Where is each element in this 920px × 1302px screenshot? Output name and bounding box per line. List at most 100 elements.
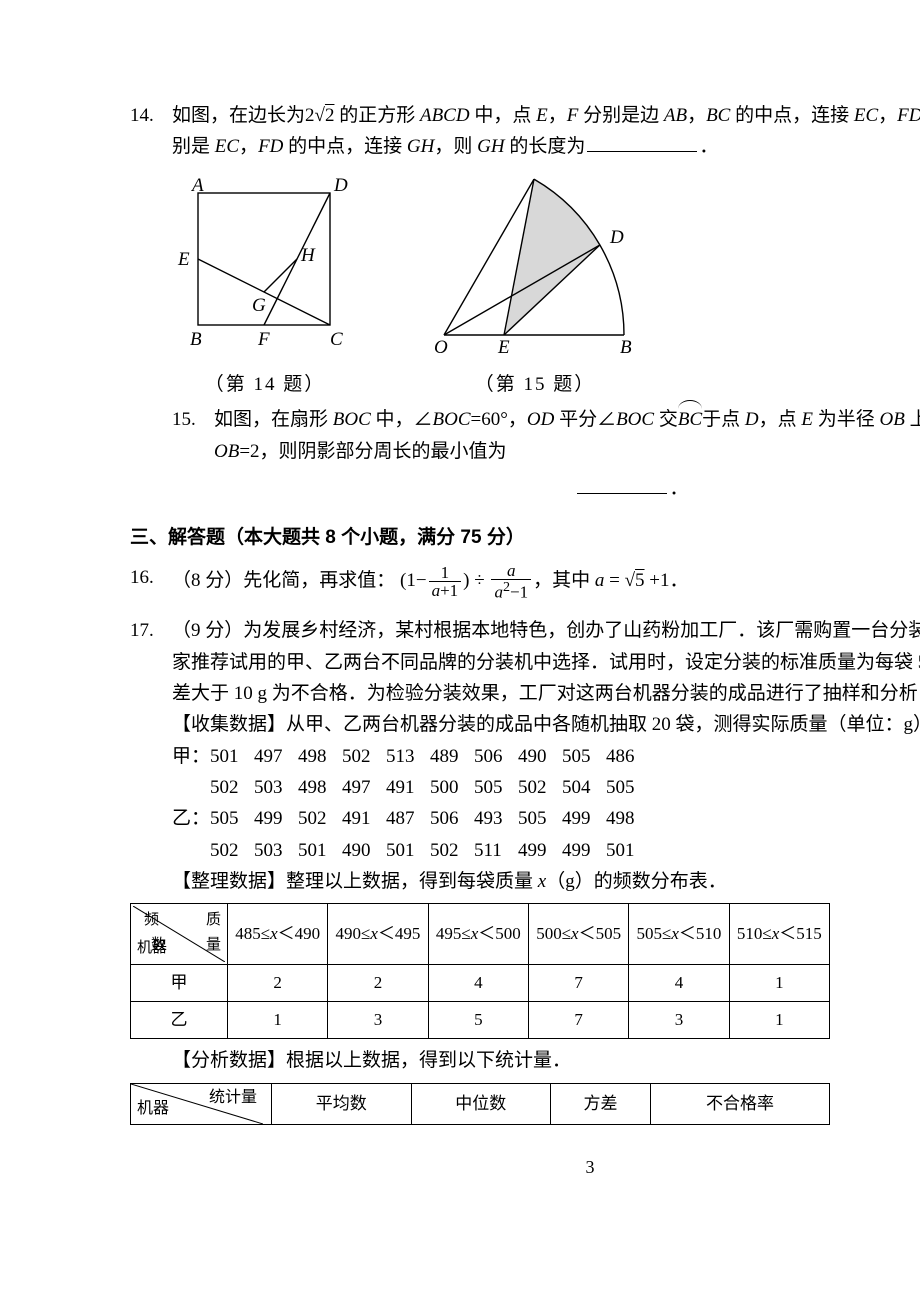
q14-c: 分别是边 [578,105,664,126]
q17-org-h: 【整理数据】 [172,871,286,892]
freq-col-4: 505≤x＜510 [629,904,729,965]
q17-yi-row2: 502503501490501502511499499501 [172,835,920,866]
q15-D: D [745,409,759,430]
q17-jia-label: 甲： [172,746,210,767]
q15-t9: 上一动点．若 [905,409,920,430]
freq-col-3: 500≤x＜505 [528,904,628,965]
q16-comma: ，其中 [533,570,595,591]
freq-r0-2: 4 [428,965,528,1002]
fig15-lblD: D [609,227,624,248]
freq-r1-5: 1 [729,1002,829,1039]
q14-GH: GH [407,136,434,157]
freq-col-5: 510≤x＜515 [729,904,829,965]
q16-period: ． [670,570,689,591]
figure-14-svg: A D E H G B F C [170,177,360,357]
q15-t4: 平分∠ [554,409,616,430]
q15-t3: =60°， [471,409,527,430]
freq-r1-0: 1 [228,1002,328,1039]
q14-GH2: GH [477,136,504,157]
freq-tr2: 量 [206,937,221,953]
fig15-lblO: O [434,337,448,357]
question-14: 14. 如图，在边长为2√2 的正方形 ABCD 中，点 E，F 分别是边 AB… [130,100,920,163]
fig15-lblB: B [620,337,632,357]
freq-col-1: 490≤x＜495 [328,904,428,965]
q17-ana-h: 【分析数据】 [172,1050,286,1071]
freq-r0-0: 2 [228,965,328,1002]
q17-pts: （9 分） [172,620,243,641]
q16-f2da: a [494,582,503,601]
fig14-lblG: G [252,295,266,316]
q16-a: a [595,570,605,591]
stats-col-2: 方差 [551,1083,651,1124]
freq-r0-label: 甲 [131,965,228,1002]
stats-diag-cell: 统计量 机器 [131,1083,272,1124]
freq-col-0: 485≤x＜490 [228,904,328,965]
q14-FD2: FD [258,136,283,157]
q16-f2db: −1 [510,582,528,601]
q15-body: 如图，在扇形 BOC 中，∠BOC=60°，OD 平分∠BOC 交BC于点 D，… [214,404,920,504]
question-16: 16. （8 分）先化简，再求值： (1−1a+1) ÷ aa2−1，其中 a … [130,562,920,602]
fig14-lblA: A [190,177,204,196]
stats-tr: 统计量 [209,1085,257,1111]
figure-15-caption: （第 15 题） [420,369,650,400]
stats-col-0: 平均数 [272,1083,412,1124]
table-row: 甲 2 2 4 7 4 1 [131,965,830,1002]
q15-arcBC: BC [678,409,702,430]
q17-org: 【整理数据】整理以上数据，得到每袋质量 x（g）的频数分布表． [172,866,920,897]
fig15-lblC: C [527,177,540,180]
q14-t: 如图，在边长为 [172,105,305,126]
q15-BOC2: BOC [433,409,471,430]
fig14-lblB: B [190,329,202,350]
freq-r0-3: 7 [528,965,628,1002]
fig14-lblC: C [330,329,343,350]
q16-f1da: a [432,581,441,600]
q14-b: 中，点 [470,105,537,126]
table-row: 统计量 机器 平均数 中位数 方差 不合格率 [131,1083,830,1124]
q14-h: ，则 [434,136,477,157]
frequency-table: 频数 质量 机器 485≤x＜490 490≤x＜495 495≤x＜500 5… [130,903,830,1039]
q16-f2n: a [491,562,531,579]
page-number: 3 [130,1153,920,1183]
question-17: 17. （9 分）为发展乡村经济，某村根据本地特色，创办了山药粉加工厂．该厂需购… [130,615,920,1125]
q15-t1: 如图，在扇形 [214,409,333,430]
table-row: 频数 质量 机器 485≤x＜490 490≤x＜495 495≤x＜500 5… [131,904,830,965]
figure-14-caption: （第 14 题） [170,369,360,400]
freq-diag-cell: 频数 质量 机器 [131,904,228,965]
q17-body: （9 分）为发展乡村经济，某村根据本地特色，创办了山药粉加工厂．该厂需购置一台分… [172,615,920,897]
q14-g: 的中点，连接 [283,136,407,157]
q14-BC: BC [706,105,730,126]
q14-AB: AB [664,105,687,126]
q16-div: ÷ [474,570,484,591]
q16-sq5: 5 [635,570,645,591]
q15-blank[interactable] [577,473,667,494]
q14-i: 的长度为 [505,136,586,157]
stats-bl: 机器 [137,1096,169,1122]
q16-minus: − [416,570,427,591]
q16-f1n: 1 [429,564,462,581]
q17-ana-t: 根据以上数据，得到以下统计量． [286,1050,571,1071]
q15-BOC3: BOC [616,409,654,430]
q17-jia-r1: 501497498502513489506490505486 [210,746,650,767]
q17-yi-label: 乙： [172,808,210,829]
q17-org-t2: （g）的频数分布表． [546,871,727,892]
q14-number: 14. [130,100,172,163]
q15-OB: OB [880,409,905,430]
q15-OD: OD [527,409,554,430]
freq-tr: 质 [206,912,221,928]
q17-collect-t: 从甲、乙两台机器分装的成品中各随机抽取 20 袋，测得实际质量（单位：g）如下： [286,714,920,735]
fig14-lblE: E [177,249,190,270]
q14-body: 如图，在边长为2√2 的正方形 ABCD 中，点 E，F 分别是边 AB，BC … [172,100,920,163]
q15-t2: 中，∠ [371,409,433,430]
stats-col-1: 中位数 [411,1083,551,1124]
q16-f2exp: 2 [503,579,510,595]
fig14-lblF: F [257,329,270,350]
q14-blank[interactable] [587,131,697,152]
stats-table: 统计量 机器 平均数 中位数 方差 不合格率 [130,1083,830,1125]
freq-r1-1: 3 [328,1002,428,1039]
q17-jia-row1: 甲：501497498502513489506490505486 [172,741,920,772]
freq-bl: 机器 [137,936,167,961]
q16-number: 16. [130,562,172,602]
fig14-lblD: D [333,177,348,196]
q14-period: ． [699,136,718,157]
figures-row: A D E H G B F C （第 14 题） C [170,177,920,401]
